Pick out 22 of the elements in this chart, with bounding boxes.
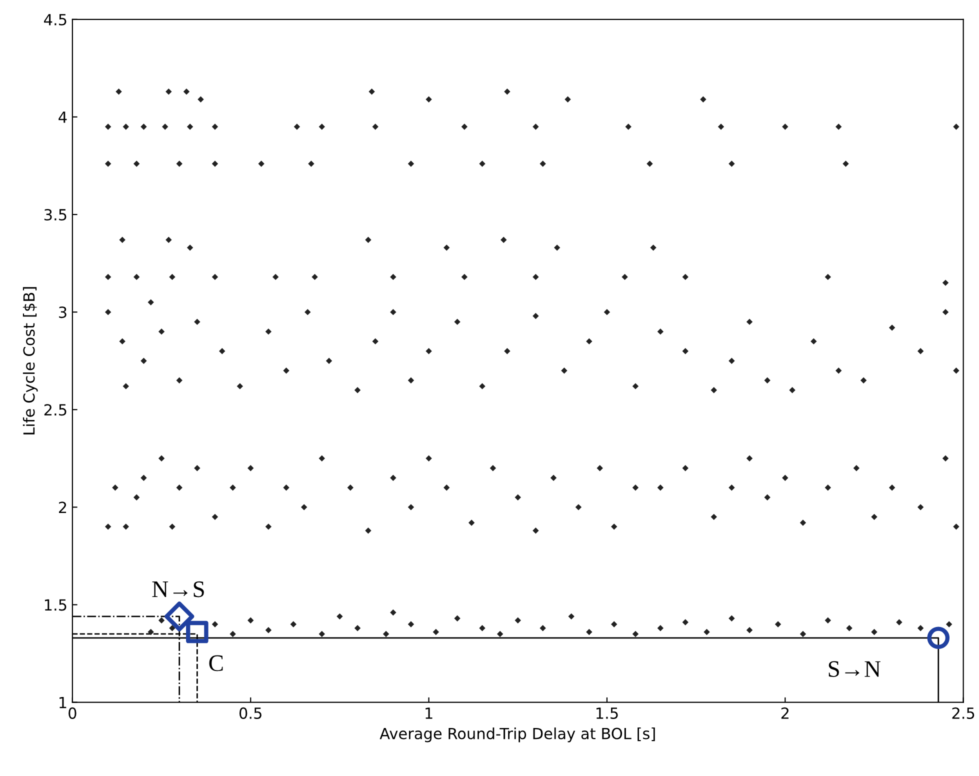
- y-tick-label: 4: [58, 112, 67, 123]
- x-tick-label: 1: [426, 708, 432, 719]
- x-tick-label: 0.5: [239, 707, 262, 719]
- x-tick-label: 1.5: [596, 708, 618, 719]
- point: [186, 620, 208, 644]
- y-tick-label: 2: [58, 502, 66, 513]
- x-tick-label: 2: [781, 707, 788, 719]
- point: [164, 602, 194, 632]
- y-tick-label: 1: [60, 696, 66, 708]
- y-tick-label: 1.5: [44, 599, 66, 611]
- x-tick-label: 0: [68, 707, 76, 719]
- x-tick-label: 2.5: [952, 707, 974, 719]
- y-axis-title: Life Cycle Cost [$B]: [22, 287, 38, 434]
- annotation: S→N: [828, 661, 881, 678]
- point: [927, 626, 950, 650]
- y-tick-label: 3: [59, 306, 66, 318]
- y-tick-label: 4.5: [44, 14, 66, 26]
- annotation: N→S: [152, 581, 204, 598]
- y-tick-label: 3.5: [44, 208, 66, 221]
- y-tick-label: 2.5: [44, 404, 66, 416]
- x-axis-title: Average Round-Trip Delay at BOL [s]: [380, 727, 655, 742]
- annotation: C: [209, 655, 223, 672]
